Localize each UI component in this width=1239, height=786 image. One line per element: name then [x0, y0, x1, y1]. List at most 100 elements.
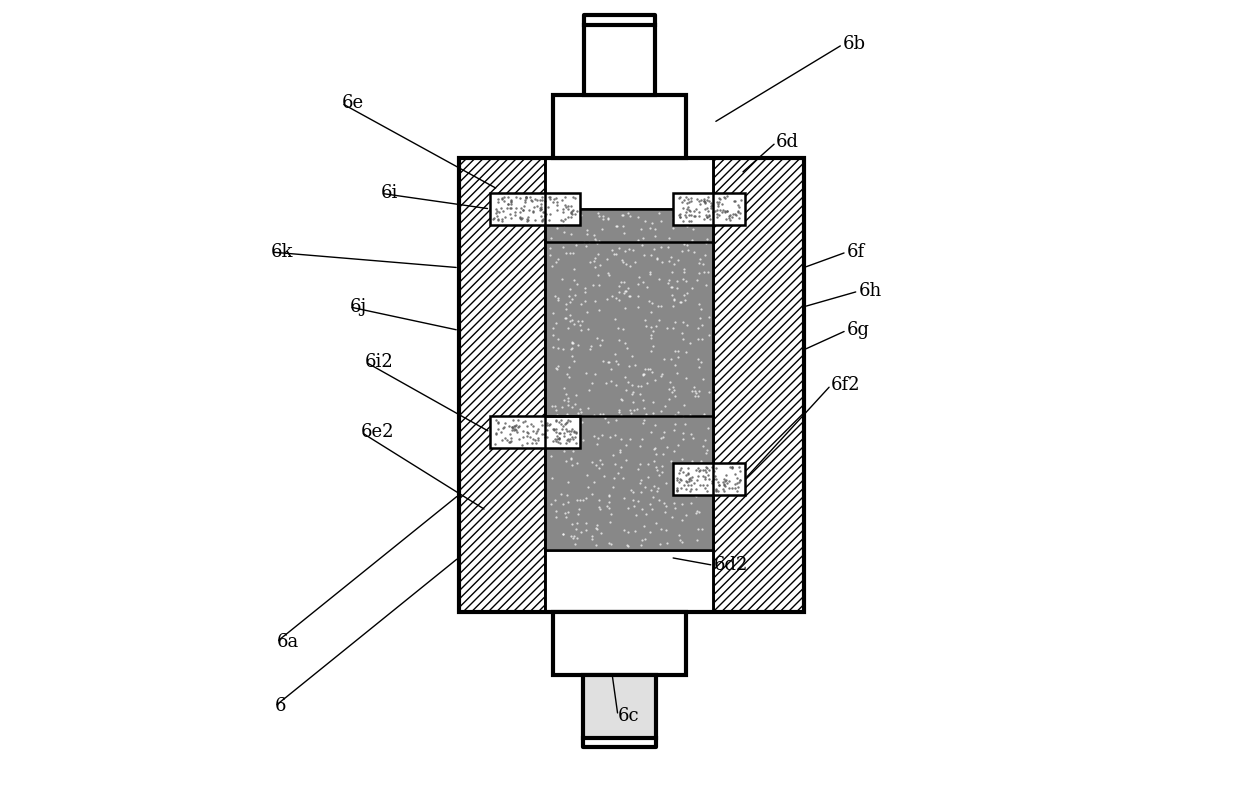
Point: [550, 488, 570, 501]
Point: [559, 395, 579, 407]
Point: [668, 345, 688, 358]
Point: [559, 399, 579, 411]
Point: [686, 203, 706, 215]
Point: [543, 341, 563, 354]
Point: [589, 268, 608, 281]
Point: [642, 365, 662, 378]
Point: [515, 194, 535, 207]
Point: [730, 465, 750, 477]
Point: [488, 417, 508, 429]
Point: [652, 255, 672, 268]
Point: [696, 474, 716, 487]
Point: [674, 193, 694, 206]
Point: [680, 409, 700, 421]
Point: [543, 435, 563, 447]
Point: [623, 396, 643, 409]
Point: [543, 307, 563, 320]
Point: [691, 303, 711, 316]
Point: [650, 299, 670, 312]
Point: [559, 370, 579, 383]
Point: [693, 373, 712, 385]
Point: [567, 494, 587, 506]
Point: [699, 210, 719, 222]
Point: [629, 477, 649, 490]
Point: [523, 206, 543, 219]
Point: [584, 476, 603, 488]
Point: [534, 206, 554, 219]
Point: [685, 488, 705, 501]
Point: [546, 204, 566, 216]
Point: [598, 211, 618, 224]
Point: [649, 273, 669, 285]
Point: [559, 361, 579, 373]
Point: [549, 432, 569, 444]
Point: [665, 212, 685, 225]
Point: [528, 200, 548, 212]
Point: [623, 244, 643, 256]
Point: [659, 232, 679, 244]
Point: [563, 337, 582, 350]
Point: [549, 416, 569, 428]
Point: [523, 436, 543, 449]
Point: [592, 457, 612, 470]
Point: [535, 431, 555, 443]
Point: [722, 211, 742, 223]
Point: [585, 429, 605, 442]
Point: [533, 428, 553, 441]
Point: [616, 258, 636, 270]
Point: [545, 214, 565, 226]
Point: [663, 222, 683, 235]
Point: [533, 214, 553, 226]
Point: [670, 211, 690, 223]
Point: [668, 406, 688, 418]
Point: [686, 505, 706, 517]
Point: [535, 195, 555, 208]
Point: [524, 201, 544, 214]
Point: [696, 443, 716, 456]
Point: [643, 340, 663, 352]
Point: [553, 203, 572, 215]
Point: [532, 215, 551, 227]
Point: [714, 485, 733, 498]
Point: [655, 399, 675, 412]
Point: [543, 322, 563, 335]
Point: [487, 204, 507, 217]
Point: [642, 297, 662, 310]
Point: [571, 324, 591, 336]
Point: [652, 215, 672, 227]
Point: [670, 465, 690, 477]
Point: [560, 228, 580, 241]
Point: [674, 237, 694, 250]
Point: [517, 436, 536, 449]
Point: [544, 425, 564, 438]
Point: [628, 233, 648, 246]
Point: [673, 466, 693, 479]
Point: [555, 430, 575, 443]
Point: [646, 230, 665, 242]
Point: [551, 417, 571, 430]
Point: [675, 466, 695, 479]
Point: [652, 466, 672, 479]
Point: [685, 385, 705, 398]
Point: [679, 337, 699, 350]
Point: [634, 414, 654, 427]
Bar: [673, 464, 745, 495]
Point: [577, 468, 597, 481]
Point: [641, 426, 660, 439]
Point: [613, 322, 633, 335]
Point: [674, 266, 694, 278]
Point: [561, 459, 581, 472]
Point: [558, 433, 577, 446]
Point: [570, 402, 590, 415]
Point: [628, 380, 648, 392]
Point: [502, 197, 522, 210]
Point: [670, 482, 690, 494]
Point: [613, 209, 633, 222]
Point: [587, 331, 607, 343]
Point: [681, 497, 701, 509]
Point: [720, 209, 740, 222]
Point: [668, 474, 688, 487]
Bar: [545, 209, 714, 549]
Point: [696, 465, 716, 478]
Bar: [458, 158, 804, 612]
